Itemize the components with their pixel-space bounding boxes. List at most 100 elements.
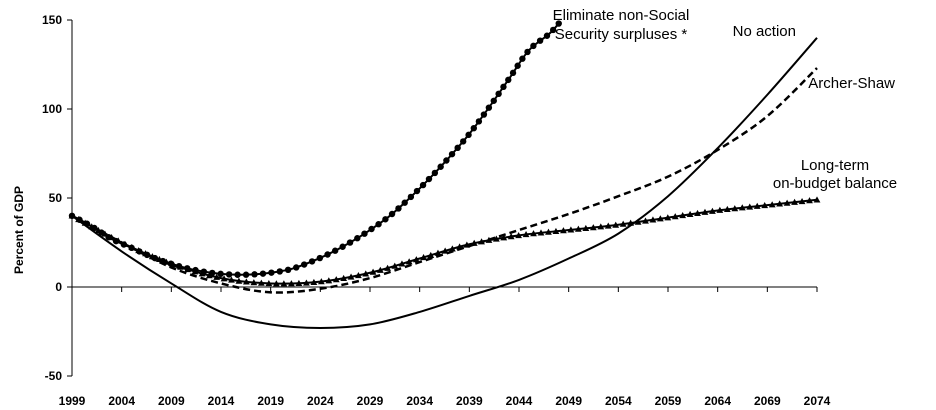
series-long-term (68, 196, 821, 287)
series-marker-triangle (731, 205, 739, 212)
series-marker-triangle (128, 243, 136, 251)
series-marker-triangle (642, 217, 649, 224)
series-marker-triangle (753, 202, 761, 209)
series-marker-circle (437, 163, 444, 170)
series-marker-circle (368, 225, 375, 233)
series-marker-circle (324, 251, 331, 258)
series-marker-circle (242, 271, 250, 278)
series-marker-triangle (567, 226, 575, 233)
series-marker-triangle (656, 215, 664, 222)
x-tick-label: 2074 (804, 394, 831, 408)
series-marker-circle (382, 216, 389, 223)
series-marker-triangle (68, 212, 76, 219)
series-marker-triangle (634, 218, 642, 225)
series-marker-triangle (347, 273, 355, 280)
series-marker-triangle (265, 279, 273, 287)
series-marker-triangle (325, 277, 333, 284)
series-marker-triangle (391, 262, 399, 269)
series-marker-triangle (405, 258, 413, 265)
series-marker-circle (490, 97, 497, 104)
series-marker-circle (519, 55, 526, 62)
series-marker-triangle (101, 230, 109, 237)
x-tick-label: 2024 (307, 394, 334, 408)
series-marker-triangle (627, 219, 635, 226)
series-marker-circle (448, 150, 456, 158)
series-marker-triangle (716, 206, 724, 213)
x-tick-label: 2069 (754, 394, 781, 408)
series-marker-triangle (470, 239, 478, 246)
series-marker-triangle (530, 230, 537, 237)
series-marker-triangle (121, 240, 129, 247)
series-marker-triangle (478, 238, 485, 245)
series-marker-triangle (198, 270, 206, 277)
series-marker-triangle (485, 236, 493, 243)
series-marker-triangle (738, 204, 746, 211)
series-marker-circle (361, 230, 368, 237)
series-no-action (71, 37, 818, 329)
series-marker-circle (293, 264, 300, 271)
series-marker-triangle (114, 237, 122, 244)
series-marker-circle (284, 266, 292, 274)
series-marker-triangle (135, 247, 143, 254)
series-marker-circle (459, 138, 467, 145)
y-axis-title: Percent of GDP (12, 186, 26, 274)
series-marker-triangle (463, 241, 471, 248)
series-marker-circle (407, 193, 415, 201)
series-marker-circle (316, 254, 324, 262)
x-tick-label: 2019 (257, 394, 284, 408)
series-marker-circle (301, 261, 308, 268)
series-marker-triangle (776, 200, 784, 207)
series-marker-triangle (317, 278, 325, 285)
series-marker-triangle (664, 214, 672, 221)
series-marker-circle (308, 258, 316, 265)
series-marker-triangle (184, 265, 192, 273)
series-marker-circle (509, 69, 517, 77)
x-tick-label: 2014 (208, 394, 235, 408)
series-marker-circle (331, 247, 339, 254)
series-marker-triangle (709, 207, 716, 214)
series-marker-triangle (191, 268, 199, 275)
series-marker-circle (413, 187, 421, 195)
series-marker-triangle (155, 255, 163, 263)
series-marker-circle (234, 271, 241, 278)
series-marker-triangle (398, 260, 406, 267)
series-marker-circle (454, 144, 461, 152)
series-marker-triangle (522, 231, 530, 238)
y-tick-label: 100 (42, 102, 62, 116)
axes (71, 20, 817, 376)
series-marker-circle (543, 32, 551, 39)
series-marker-triangle (384, 264, 391, 271)
x-tick-label: 2029 (357, 394, 384, 408)
series-marker-triangle (170, 261, 177, 268)
series-marker-triangle (791, 198, 798, 205)
series-marker-triangle (448, 245, 456, 252)
series-marker-triangle (94, 226, 102, 234)
series-marker-triangle (280, 280, 288, 287)
tick-marks (67, 19, 818, 377)
series-marker-circle (475, 118, 483, 125)
series-marker-triangle (492, 235, 500, 242)
x-tick-label: 1999 (59, 394, 86, 408)
series-marker-circle (401, 199, 408, 206)
series-marker-circle (480, 111, 488, 118)
series-line-no-action (71, 37, 818, 329)
series-marker-triangle (272, 280, 280, 287)
series-marker-circle (388, 210, 396, 218)
series-marker-circle (549, 26, 557, 34)
series-marker-triangle (427, 251, 435, 258)
series-marker-triangle (456, 243, 464, 250)
series-marker-triangle (619, 220, 627, 227)
series-marker-triangle (81, 219, 89, 226)
x-tick-label: 2034 (406, 394, 433, 408)
series-marker-triangle (434, 249, 442, 256)
series-marker-circle (217, 270, 224, 278)
series-marker-triangle (332, 276, 340, 283)
series-marker-triangle (783, 199, 791, 206)
series-marker-triangle (507, 233, 515, 240)
series-line-eliminate (71, 22, 560, 276)
series-marker-triangle (612, 221, 620, 228)
series-marker-triangle (242, 278, 250, 285)
series-marker-triangle (694, 209, 701, 216)
series-marker-triangle (250, 279, 258, 286)
series-marker-triangle (806, 197, 813, 204)
